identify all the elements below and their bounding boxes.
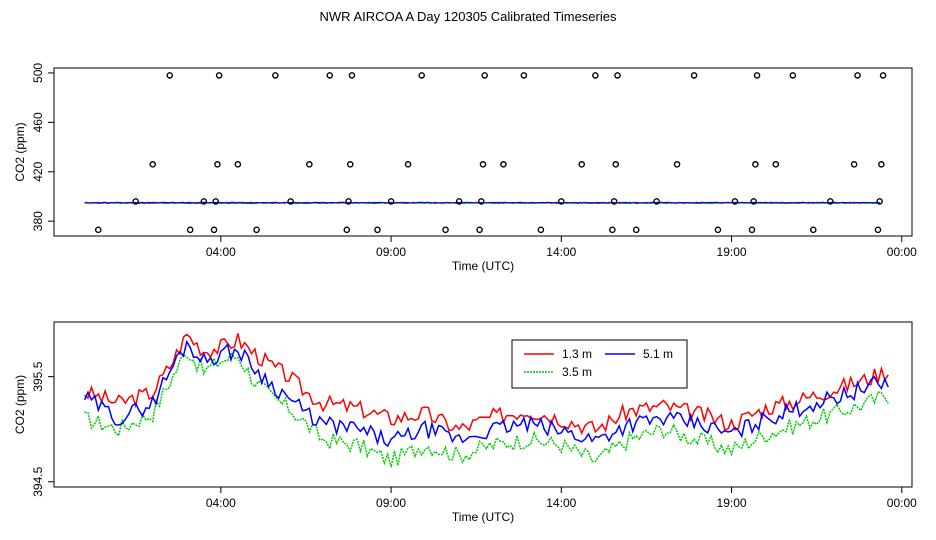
calibration-point [714, 226, 722, 234]
calibration-point [592, 72, 599, 79]
y-tick-label: 420 [31, 161, 45, 181]
legend-label: 1.3 m [562, 347, 592, 361]
calibration-point [879, 72, 887, 79]
plot-frame [53, 321, 913, 488]
calibration-point [731, 198, 739, 205]
calibration-point [673, 161, 681, 168]
plot-panel-1: 04:00 09:00 14:00 19:00 00:00 Time (UTC) 380 42… [13, 63, 917, 273]
calibration-point [752, 161, 759, 168]
calibration-point [418, 72, 426, 79]
calibration-point [609, 226, 616, 234]
legend-box [511, 339, 688, 389]
x-tick-label: 00:00 [887, 496, 917, 510]
plot-panel-2: 04:00 09:00 14:00 19:00 00:00 Time (UTC) 394.5… [13, 321, 917, 524]
x-tick-label: 19:00 [717, 245, 747, 259]
y-axis-title: CO2 (ppm) [13, 122, 27, 181]
calibration-point [200, 198, 208, 205]
calibration-point [789, 72, 797, 79]
calibration-point [653, 198, 660, 205]
calibration-point [214, 161, 221, 168]
series-line-35m [84, 351, 889, 468]
calibration-point [854, 72, 861, 79]
calibration-point [387, 198, 395, 205]
calibration-point [212, 198, 220, 205]
calibration-point [477, 198, 485, 205]
x-tick-label: 04:00 [206, 496, 236, 510]
calibration-point [287, 198, 294, 205]
calibration-point [149, 161, 157, 168]
x-axis-title: Time (UTC) [452, 259, 514, 273]
calibration-point [578, 161, 586, 168]
calibration-point [374, 226, 381, 234]
x-tick-label: 09:00 [376, 496, 406, 510]
calibration-point [612, 161, 620, 168]
x-tick-label: 14:00 [546, 496, 576, 510]
x-tick-label: 09:00 [376, 245, 406, 259]
calibration-point [94, 226, 102, 234]
calibration-point [481, 72, 489, 79]
legend-label: 5.1 m [643, 347, 673, 361]
calibration-point [558, 198, 565, 205]
legend: 1.3 m 3.5 m 5.1 m [511, 339, 688, 389]
calibration-point [346, 161, 354, 168]
calibration-point [632, 226, 640, 234]
x-tick-label: 14:00 [546, 245, 576, 259]
y-tick-label: 394.5 [31, 466, 45, 496]
series-line-13m [84, 333, 889, 436]
calibration-point [348, 72, 356, 79]
calibration-point [614, 72, 621, 79]
calibration-point [166, 72, 174, 79]
calibration-point [690, 72, 698, 79]
calibration-point [874, 226, 882, 234]
calibration-point [476, 226, 483, 234]
plot-frame [53, 67, 913, 237]
calibration-point [850, 161, 858, 168]
x-tick-label: 04:00 [206, 245, 236, 259]
calibration-point [404, 161, 412, 168]
calibration-point [234, 161, 242, 168]
calibration-point [520, 72, 528, 79]
calibration-point [326, 72, 334, 79]
calibration-point [215, 72, 223, 79]
calibration-point [186, 226, 194, 234]
calibration-point [500, 161, 507, 168]
y-tick-label: 460 [31, 112, 45, 132]
calibration-point [750, 198, 757, 205]
x-tick-label: 00:00 [887, 245, 917, 259]
calibration-point [772, 161, 780, 168]
calibration-point [132, 198, 140, 205]
calibration-point [748, 226, 756, 234]
calibration-point [343, 226, 351, 234]
y-tick-label: 500 [31, 63, 45, 83]
calibration-point [753, 72, 761, 79]
calibration-point [826, 198, 834, 205]
y-tick-label: 380 [31, 211, 45, 231]
legend-label: 3.5 m [562, 365, 592, 379]
calibration-point [272, 72, 279, 79]
y-tick-label: 395.5 [31, 361, 45, 391]
calibration-point [345, 198, 352, 205]
calibration-point [253, 226, 260, 234]
calibration-point [876, 198, 883, 205]
calibration-point [537, 226, 545, 234]
chart-title: NWR AIRCOA A Day 120305 Calibrated Times… [319, 9, 617, 24]
calibration-point [210, 226, 218, 234]
calibration-point [455, 198, 463, 205]
calibration-point [610, 198, 618, 205]
calibration-point [442, 226, 449, 234]
calibration-point [809, 226, 817, 234]
calibration-point [306, 161, 313, 168]
series-line-51m [83, 339, 889, 448]
calibration-point [479, 161, 487, 168]
x-tick-label: 19:00 [717, 496, 747, 510]
y-axis-title: CO2 (ppm) [13, 375, 27, 434]
x-axis-title: Time (UTC) [452, 510, 514, 524]
series-line-51m [84, 201, 880, 204]
calibration-point [878, 161, 885, 168]
